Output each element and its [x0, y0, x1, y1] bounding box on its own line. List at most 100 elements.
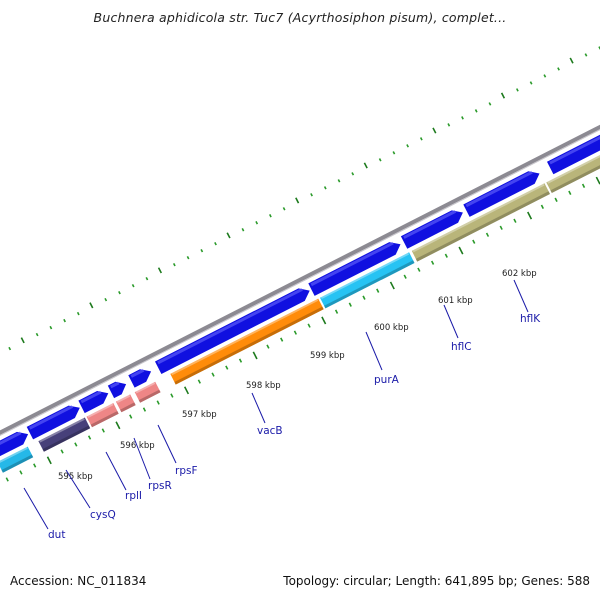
reverse-strand-track	[0, 154, 600, 473]
gene-label-hflK: hflK	[520, 313, 541, 325]
outer-ring-tick	[543, 74, 547, 78]
ruler-tick	[513, 218, 517, 223]
outer-ring-tick	[392, 151, 396, 155]
ruler-tick	[60, 449, 64, 454]
forward-gene-arrow	[155, 288, 310, 374]
outer-ring-tick	[241, 228, 245, 232]
forward-strand-track	[0, 134, 600, 457]
outer-ring-tick	[20, 337, 25, 344]
reverse-gene-gloss	[320, 252, 410, 299]
ruler-tick	[5, 477, 9, 482]
ruler-tick	[554, 197, 558, 202]
outer-ring-tick	[474, 109, 478, 113]
forward-gene-highlight	[80, 390, 102, 404]
reverse-gene-bar	[134, 381, 161, 403]
ruler-tick	[348, 302, 352, 307]
reverse-gene-shade	[415, 191, 550, 262]
outer-ring-tick	[49, 325, 53, 330]
reverse-gene-gloss	[547, 154, 600, 184]
outer-ring-tick	[323, 186, 327, 190]
gene-label-rpsF: rpsF	[175, 465, 198, 477]
ruler-tick	[74, 442, 78, 447]
reverse-gene-shade	[174, 306, 324, 385]
ruler-tick	[156, 400, 160, 405]
ruler-tick	[266, 344, 270, 349]
ruler-tick	[142, 407, 147, 412]
reverse-gene-shade	[1, 454, 34, 473]
ruler-tick	[211, 372, 215, 377]
ruler-ticks	[5, 46, 600, 482]
outer-ring-tick	[200, 249, 204, 253]
ruler-tick	[46, 456, 52, 465]
outer-ring-tick	[157, 267, 163, 274]
backbone-highlight	[0, 129, 600, 437]
outer-ring-tick	[131, 283, 135, 288]
outer-ring-tick	[269, 214, 272, 218]
reverse-gene-shade	[90, 411, 119, 428]
gene-leader-line	[23, 487, 49, 530]
ruler-tick	[527, 211, 533, 220]
ruler-tick	[307, 323, 311, 328]
forward-gene-arrow	[400, 210, 463, 249]
gene-leader-line	[133, 437, 151, 480]
reverse-gene-bar	[411, 183, 550, 262]
ruler-tick	[376, 288, 380, 293]
kbp-label: 602 kbp	[502, 269, 537, 279]
reverse-gene-gloss	[171, 299, 319, 376]
reverse-gene-shade	[120, 402, 136, 413]
forward-gene-arrow	[78, 391, 109, 414]
reverse-gene-bar	[0, 446, 34, 473]
ruler-tick	[183, 386, 190, 395]
ruler-tick	[238, 358, 243, 363]
forward-gene-highlight	[130, 368, 145, 378]
ruler-tick	[225, 365, 229, 370]
ruler-tick	[444, 253, 448, 258]
outer-ring-tick	[569, 57, 574, 64]
ruler-tick	[33, 463, 37, 468]
forward-gene-highlight	[403, 209, 457, 239]
outer-ring-tick	[500, 92, 506, 99]
gene-leader-line	[513, 279, 529, 313]
gene-leader-line	[65, 469, 91, 509]
backbone-line	[0, 124, 600, 435]
reverse-gene-gloss	[135, 382, 156, 394]
outer-ring-tick	[447, 123, 451, 127]
outer-ring-tick	[282, 207, 286, 211]
outer-ring-tick	[63, 318, 66, 323]
ruler-tick	[485, 232, 490, 237]
reverse-gene-gloss	[412, 183, 545, 253]
outer-ring-tick	[76, 311, 80, 316]
reverse-gene-gloss	[0, 447, 28, 463]
outer-ring-tick	[515, 88, 519, 92]
ruler-tick	[252, 351, 258, 360]
outer-ring-tick	[378, 158, 382, 162]
gene-leader-line	[251, 392, 266, 424]
outer-ring-tick	[214, 242, 217, 246]
ruler-tick	[170, 393, 174, 398]
gene-label-purA: purA	[374, 374, 400, 386]
reverse-gene-bar	[320, 252, 415, 309]
forward-gene-arrow	[26, 405, 80, 440]
gene-leader-line	[105, 451, 127, 491]
ruler-tick	[321, 316, 327, 325]
ruler-tick	[595, 176, 600, 185]
genome-stats-text: Topology: circular; Length: 641,895 bp; …	[283, 574, 590, 588]
outer-ring-tick	[104, 297, 108, 302]
reverse-gene-bar	[86, 403, 119, 428]
outer-ring-tick	[8, 346, 12, 351]
kbp-label: 600 kbp	[374, 323, 409, 333]
ruler-tick	[362, 295, 366, 300]
reverse-gene-bar	[170, 298, 324, 385]
ruler-tick	[334, 309, 339, 314]
outer-ring-tick	[145, 276, 149, 281]
reverse-gene-gloss	[116, 394, 131, 403]
ruler-tick	[19, 470, 23, 475]
reverse-gene-bar	[546, 155, 600, 193]
outer-ring-tick	[118, 290, 121, 295]
forward-gene-highlight	[465, 170, 533, 208]
forward-gene-highlight	[157, 288, 303, 365]
gene-label-hflC: hflC	[451, 341, 472, 353]
gene-label-dut: dut	[48, 529, 65, 541]
